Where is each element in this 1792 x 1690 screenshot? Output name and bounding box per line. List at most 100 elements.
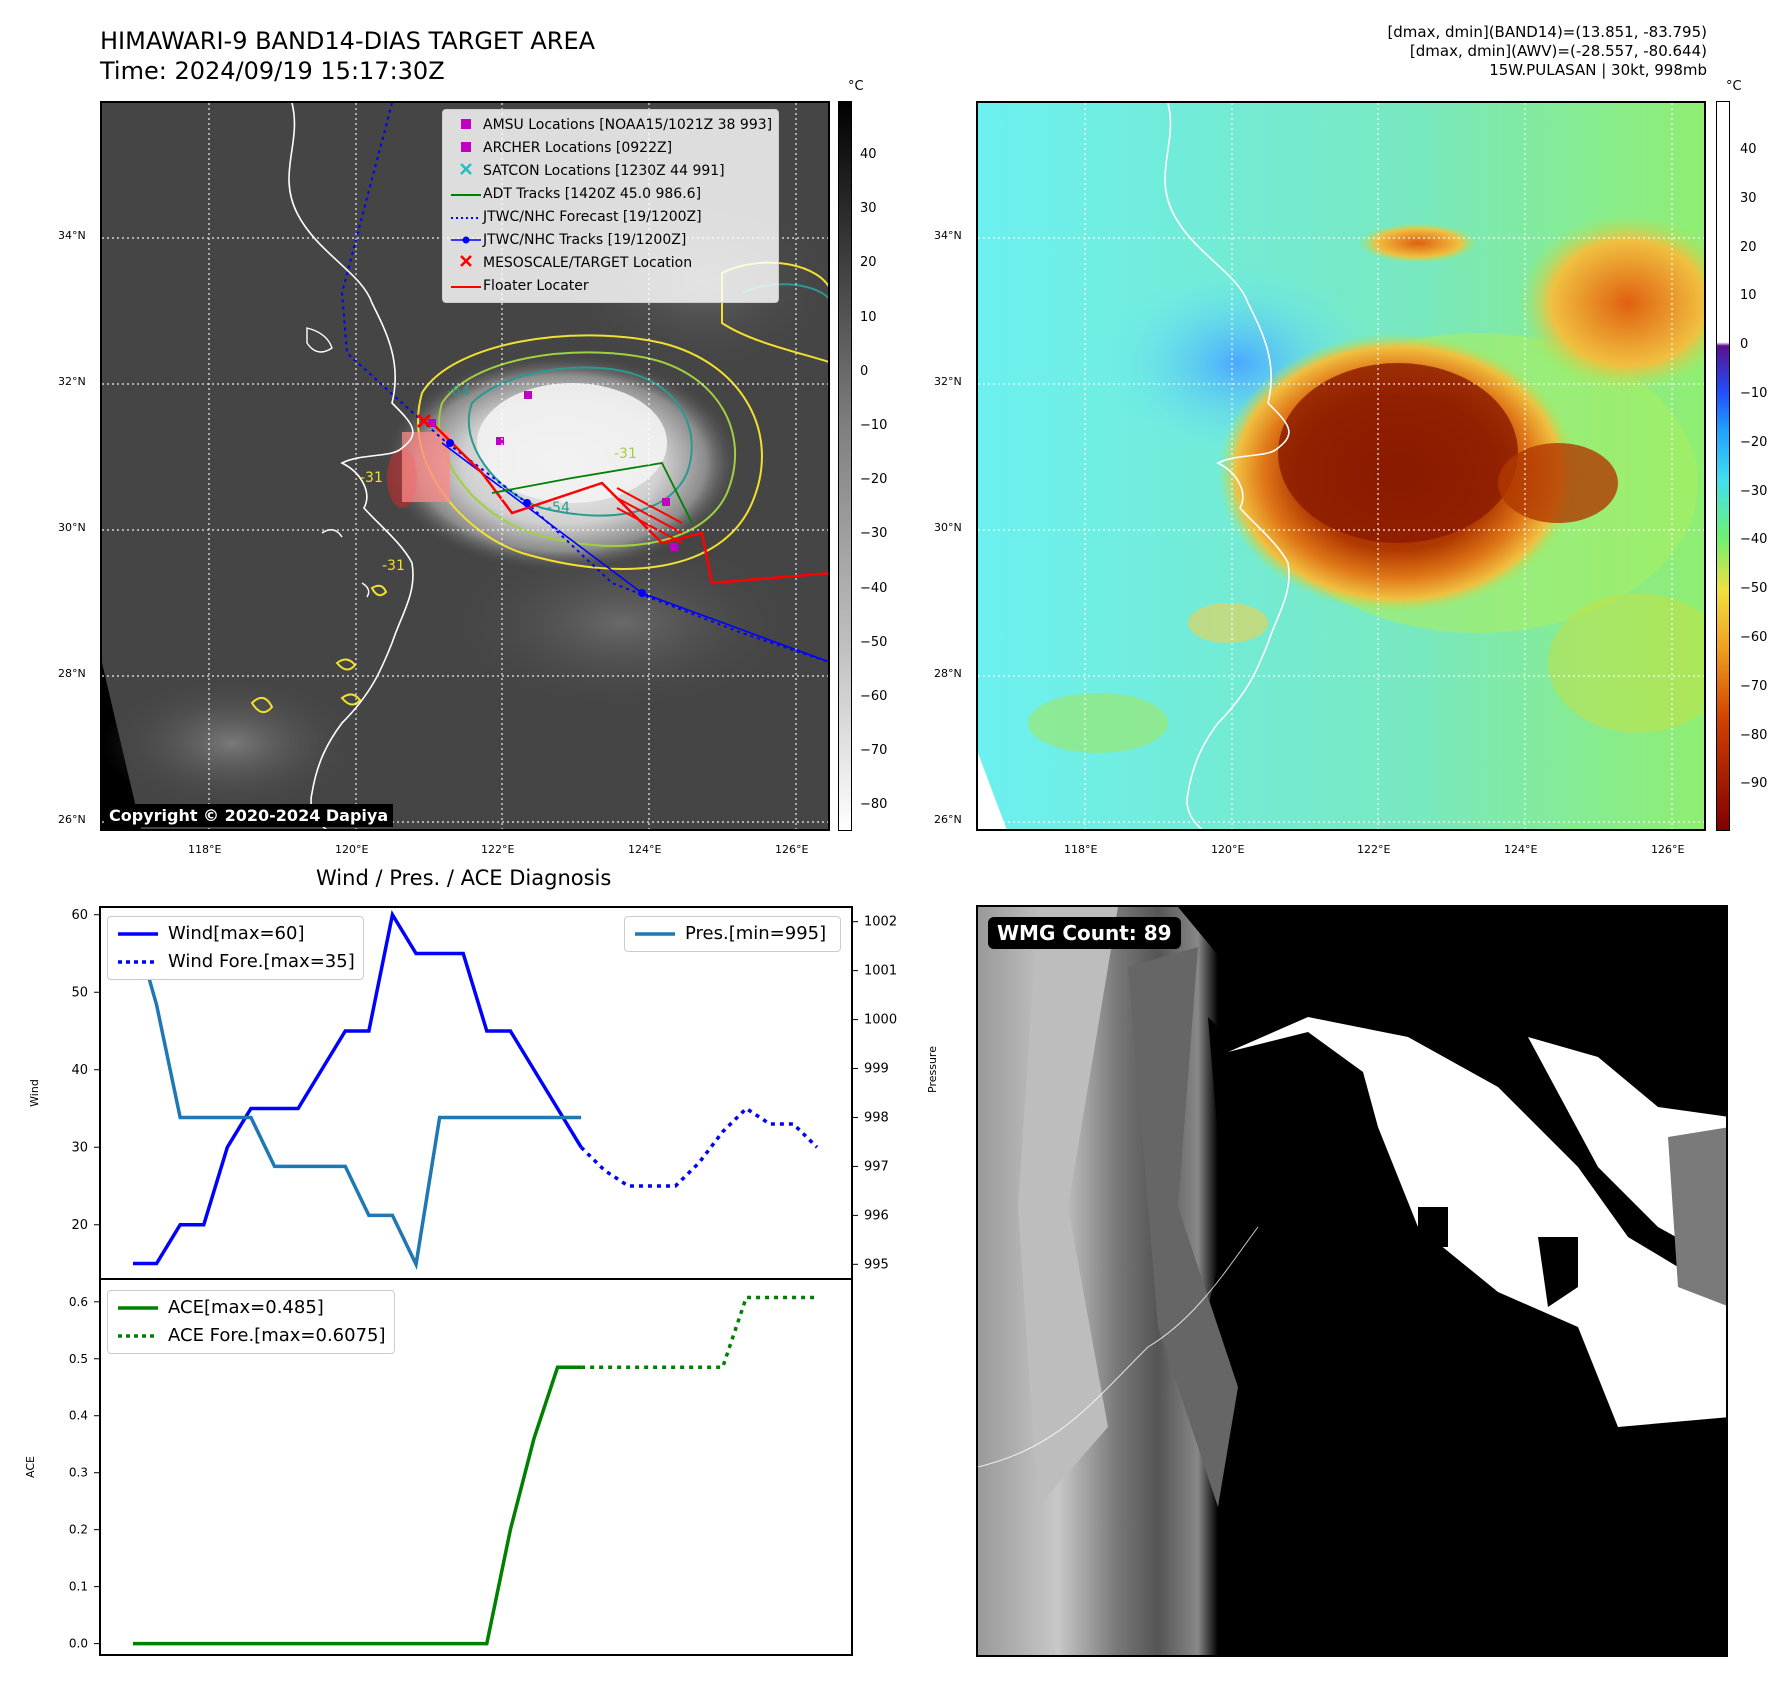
series-line-2 xyxy=(131,921,582,1271)
colorbar-tick-label: 40 xyxy=(860,147,877,162)
legend-entry-pressure: Pres.[min=995] xyxy=(633,920,832,948)
contour-label-31a: -31 xyxy=(360,470,383,486)
lat-label: 32°N xyxy=(934,375,962,388)
pressure-axis-label-text: Pressure xyxy=(926,1046,939,1093)
legend-entry-satcon: SATCON Locations [1230Z 44 991] xyxy=(449,160,772,183)
ace-tick-label: 0.4 xyxy=(69,1409,88,1423)
legend-label: JTWC/NHC Forecast [19/1200Z] xyxy=(483,209,702,225)
legend-entry-ace-fore: ACE Fore.[max=0.6075] xyxy=(116,1322,386,1350)
colorbar-tick-label: −20 xyxy=(860,472,888,488)
legend-entry-ace: ACE[max=0.485] xyxy=(116,1294,386,1322)
x-marker-icon xyxy=(449,160,483,183)
lon-label: 120°E xyxy=(1211,843,1245,856)
pressure-tick-label: 1001 xyxy=(864,964,897,979)
lon-label: 126°E xyxy=(775,843,809,856)
figure-title: HIMAWARI-9 BAND14-DIAS TARGET AREA xyxy=(100,27,596,55)
series-line-0 xyxy=(133,1365,582,1646)
legend-label: ADT Tracks [1420Z 45.0 986.6] xyxy=(483,186,702,202)
dotted-line-icon xyxy=(118,960,158,964)
wmg-panel: WMG Count: 89 xyxy=(976,905,1728,1657)
wind-tick-label: 30 xyxy=(71,1140,88,1155)
colorbar-tick-label: −80 xyxy=(1740,727,1768,743)
legend-entry-wind-fore: Wind Fore.[max=35] xyxy=(116,948,355,976)
legend-entry-mesoscale: MESOSCALE/TARGET Location xyxy=(449,252,772,275)
info-awv: [dmax, dmin](AWV)=(-28.557, -80.644) xyxy=(1409,42,1707,60)
pressure-tick-label: 998 xyxy=(864,1110,889,1125)
pressure-tick-label: 996 xyxy=(864,1208,889,1223)
ace-tick-label: 0.0 xyxy=(69,1637,88,1651)
pressure-legend: Pres.[min=995] xyxy=(624,916,841,952)
square-marker-icon xyxy=(449,137,483,160)
lon-label: 118°E xyxy=(188,843,222,856)
ace-tick-label: 0.1 xyxy=(69,1580,88,1594)
ace-tick-label: 0.6 xyxy=(69,1295,88,1309)
dotted-line-icon xyxy=(118,1334,158,1338)
colorbar-tick-label: −70 xyxy=(860,743,888,759)
wmg-image xyxy=(978,907,1726,1655)
info-band14: [dmax, dmin](BAND14)=(13.851, -83.795) xyxy=(1387,23,1707,41)
series-line-0 xyxy=(133,910,583,1266)
colorbar-tick-label: 10 xyxy=(1740,288,1757,304)
line-dot-icon xyxy=(449,229,483,252)
info-storm: 15W.PULASAN | 30kt, 998mb xyxy=(1489,61,1707,79)
legend-label: ARCHER Locations [0922Z] xyxy=(483,140,673,156)
colorbar-tick-label: −80 xyxy=(860,797,888,813)
colorbar-tick-label: −30 xyxy=(1740,483,1768,499)
wind-plot xyxy=(131,910,819,1271)
awv-map xyxy=(976,101,1706,831)
lat-label: 34°N xyxy=(58,229,86,242)
legend-label: ACE[max=0.485] xyxy=(168,1297,324,1318)
map-legend: AMSU Locations [NOAA15/1021Z 38 993] ARC… xyxy=(442,109,780,303)
pressure-tick-label: 997 xyxy=(864,1159,889,1174)
legend-entry-floater: Floater Locater xyxy=(449,275,772,298)
diagnosis-title: Wind / Pres. / ACE Diagnosis xyxy=(316,866,612,890)
band14-colorbar xyxy=(838,101,852,831)
legend-entry-archer: ARCHER Locations [0922Z] xyxy=(449,137,772,160)
legend-label: AMSU Locations [NOAA15/1021Z 38 993] xyxy=(483,117,773,133)
legend-entry-adt: ADT Tracks [1420Z 45.0 986.6] xyxy=(449,183,772,206)
colorbar-tick-label: −60 xyxy=(860,689,888,704)
band14-map: -64 -31 -31 -31 -54 AMSU Locations [NOAA… xyxy=(100,101,830,831)
legend-entry-amsu: AMSU Locations [NOAA15/1021Z 38 993] xyxy=(449,114,772,137)
colorbar-tick-label: 20 xyxy=(1740,239,1757,255)
ace-tick-label: 0.5 xyxy=(69,1352,88,1366)
wind-tick-label: 60 xyxy=(71,908,88,923)
colorbar-tick-label: 20 xyxy=(860,255,877,271)
legend-entry-jtwc-forecast: JTWC/NHC Forecast [19/1200Z] xyxy=(449,206,772,229)
figure-time: Time: 2024/09/19 15:17:30Z xyxy=(100,57,445,85)
colorbar-tick-label: −20 xyxy=(1740,434,1768,450)
series-line-1 xyxy=(581,1295,817,1370)
pressure-tick-label: 1002 xyxy=(864,915,897,930)
contour-label-64: -64 xyxy=(447,384,470,400)
solid-line-icon xyxy=(449,183,483,206)
lon-label: 126°E xyxy=(1651,843,1685,856)
ace-axis-label: ACE xyxy=(24,1456,37,1478)
contour-label-54: -54 xyxy=(547,500,570,516)
wind-tick-label: 40 xyxy=(71,1063,88,1078)
colorbar-tick-label: −70 xyxy=(1740,678,1768,694)
pressure-tick-label: 1000 xyxy=(864,1013,897,1028)
colorbar-tick-label: −30 xyxy=(860,526,888,542)
legend-label: Floater Locater xyxy=(483,278,589,294)
colorbar-unit: °C xyxy=(848,79,864,94)
ace-tick-label: 0.3 xyxy=(69,1466,88,1480)
lat-label: 28°N xyxy=(934,667,962,680)
colorbar-tick-label: −50 xyxy=(860,634,888,650)
colorbar-tick-label: 40 xyxy=(1740,142,1757,157)
colorbar-tick-label: −10 xyxy=(860,418,888,433)
legend-label: Wind Fore.[max=35] xyxy=(168,951,355,972)
awv-map-graphic xyxy=(978,103,1704,829)
lon-label: 122°E xyxy=(481,843,515,856)
colorbar-tick-label: −40 xyxy=(860,580,888,596)
colorbar-tick-label: −90 xyxy=(1740,776,1768,792)
awv-colorbar xyxy=(1716,101,1730,831)
colorbar-unit: °C xyxy=(1726,79,1742,94)
lat-label: 34°N xyxy=(934,229,962,242)
dotted-line-icon xyxy=(449,206,483,229)
lon-label: 124°E xyxy=(1504,843,1538,856)
lat-label: 30°N xyxy=(58,521,86,534)
lon-label: 120°E xyxy=(335,843,369,856)
ace-axes-frame xyxy=(99,1278,853,1656)
square-marker-icon xyxy=(449,114,483,137)
wind-axis-label: Wind xyxy=(28,1079,41,1107)
